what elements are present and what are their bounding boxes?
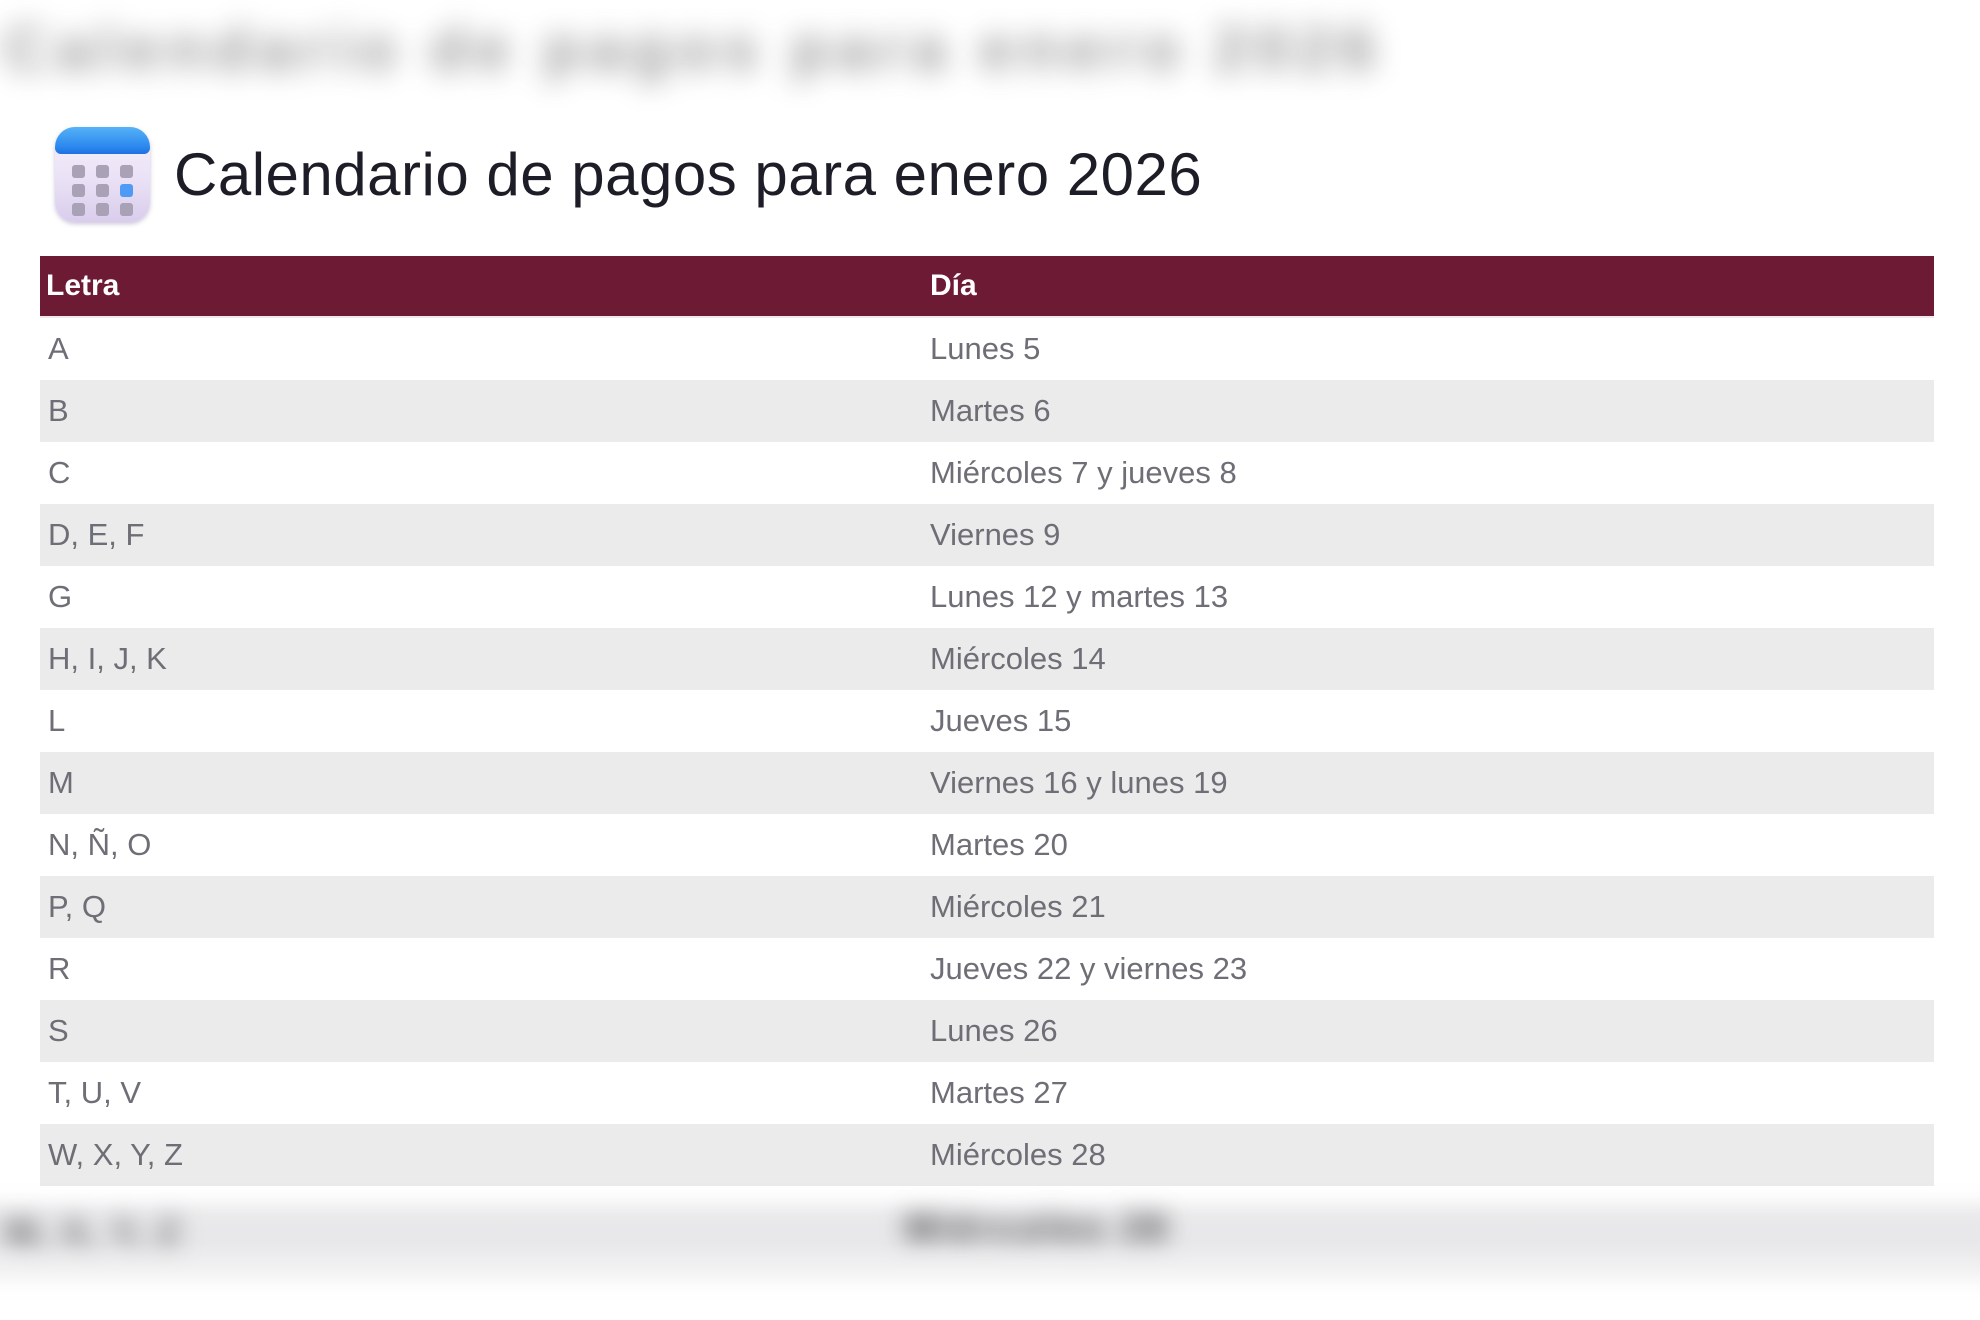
cell-letra: M	[48, 765, 74, 800]
cell-dia: Miércoles 14	[930, 641, 1106, 676]
cell-letra: S	[48, 1013, 69, 1048]
cell-dia: Jueves 15	[930, 703, 1072, 738]
table-row: B Martes 6	[40, 380, 1934, 442]
column-header-dia: Día	[930, 269, 977, 302]
table-row: G Lunes 12 y martes 13	[40, 566, 1934, 628]
cell-dia: Lunes 12 y martes 13	[930, 579, 1229, 614]
cell-dia: Miércoles 28	[930, 1137, 1106, 1172]
cell-dia: Miércoles 21	[930, 889, 1106, 924]
calendar-icon-top-band	[55, 126, 150, 154]
cell-letra: T, U, V	[48, 1075, 142, 1110]
table-row: P, Q Miércoles 21	[40, 876, 1934, 938]
page-header: Calendario de pagos para enero 2026	[55, 124, 1202, 224]
table-row: W, X, Y, Z Miércoles 28	[40, 1124, 1934, 1186]
table-row: M Viernes 16 y lunes 19	[40, 752, 1934, 814]
column-header-letra: Letra	[46, 269, 120, 302]
table-row: D, E, F Viernes 9	[40, 504, 1934, 566]
cell-dia: Jueves 22 y viernes 23	[930, 951, 1248, 986]
table-row: H, I, J, K Miércoles 14	[40, 628, 1934, 690]
cell-letra: H, I, J, K	[48, 641, 167, 676]
table-header-row: Letra Día	[40, 256, 1934, 318]
cell-dia: Lunes 5	[930, 331, 1041, 366]
bottom-fade-overlay	[0, 1196, 1980, 1320]
table-row: S Lunes 26	[40, 1000, 1934, 1062]
cell-letra: A	[48, 331, 69, 366]
cell-letra: B	[48, 393, 69, 428]
table-row: L Jueves 15	[40, 690, 1934, 752]
cell-dia: Viernes 9	[930, 517, 1061, 552]
cell-dia: Martes 20	[930, 827, 1068, 862]
table-row: N, Ñ, O Martes 20	[40, 814, 1934, 876]
calendar-icon	[55, 126, 150, 222]
calendar-icon-grid	[72, 164, 133, 216]
table-body: A Lunes 5 B Martes 6 C Miércoles 7 y jueves 8…	[40, 318, 1934, 1186]
table-row: C Miércoles 7 y jueves 8	[40, 442, 1934, 504]
cell-dia: Lunes 26	[930, 1013, 1058, 1048]
cell-letra: G	[48, 579, 73, 614]
table-row: A Lunes 5	[40, 318, 1934, 380]
cell-letra: W, X, Y, Z	[48, 1137, 183, 1172]
cell-letra: C	[48, 455, 71, 490]
table-row: T, U, V Martes 27	[40, 1062, 1934, 1124]
cell-dia: Martes 27	[930, 1075, 1068, 1110]
blurred-bottom-row-ghost: W, X, Y, Z Miércoles 28	[0, 1196, 1980, 1320]
page-title: Calendario de pagos para enero 2026	[174, 140, 1203, 208]
cell-letra: P, Q	[48, 889, 107, 924]
blurred-title-ghost: Calendario de pagos para enero 2026	[4, 15, 1384, 84]
cell-dia: Viernes 16 y lunes 19	[930, 765, 1228, 800]
table-row: R Jueves 22 y viernes 23	[40, 938, 1934, 1000]
cell-dia: Miércoles 7 y jueves 8	[930, 455, 1237, 490]
cell-dia: Martes 6	[930, 393, 1051, 428]
cell-letra: D, E, F	[48, 517, 145, 552]
cell-letra: R	[48, 951, 71, 986]
cell-letra: N, Ñ, O	[48, 827, 152, 862]
cell-letra: L	[48, 703, 66, 738]
payments-table: Letra Día A Lunes 5 B Martes 6 C Miércoles 7 …	[40, 256, 1934, 1186]
